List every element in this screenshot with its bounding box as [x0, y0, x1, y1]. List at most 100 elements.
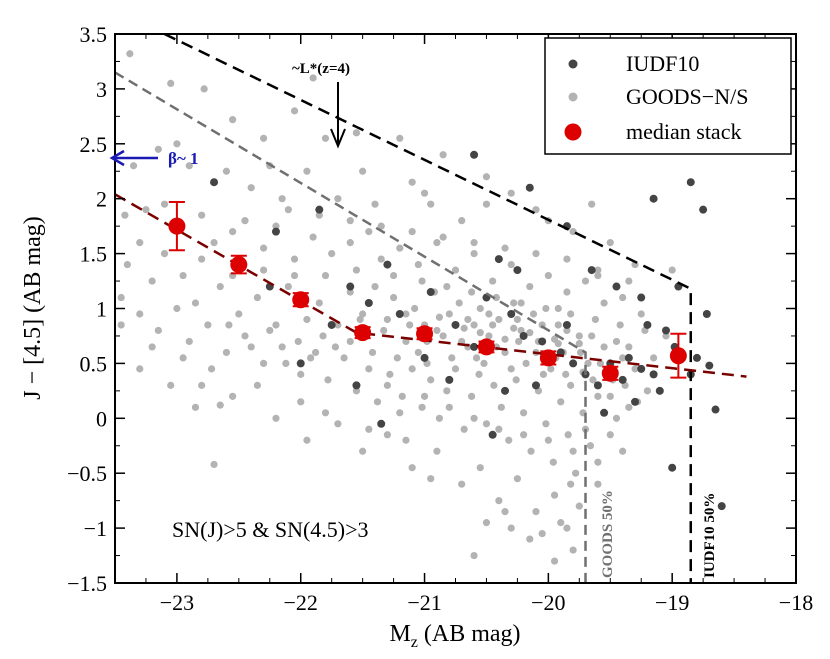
goods-point [513, 315, 522, 324]
goods-point [129, 162, 138, 170]
iudf10-point [327, 320, 336, 329]
goods-point [297, 398, 305, 406]
legend: IUDF10 GOODS−N/S median stack [544, 37, 792, 155]
goods-point [572, 469, 580, 477]
goods-point [631, 365, 639, 373]
x-axis-title: Mz (AB mag) [389, 621, 520, 651]
y-axis-title: J − [4.5] (AB mag) [20, 216, 46, 400]
iudf10-point [352, 381, 361, 390]
iudf10-point [637, 293, 646, 302]
goods-point [284, 282, 292, 291]
goods-point [173, 304, 181, 313]
goods-point [179, 271, 187, 280]
goods-point [563, 255, 571, 263]
iudf10-point [445, 375, 454, 384]
goods-point [489, 277, 497, 285]
goods-point [352, 129, 361, 137]
goods-point [414, 260, 422, 269]
goods-point [418, 403, 426, 411]
goods-point [346, 288, 354, 296]
goods-point [485, 332, 493, 340]
goods-point [567, 381, 575, 389]
goods-point [389, 293, 398, 302]
iudf10-point [519, 331, 528, 340]
goods-point [507, 260, 515, 269]
lstar-limit-line [163, 34, 693, 583]
goods-point [538, 529, 546, 538]
goods-point [225, 321, 233, 329]
goods-point [173, 140, 181, 148]
goods-point [497, 403, 505, 411]
goods-point [562, 370, 570, 378]
median-stack-point [292, 291, 310, 309]
goods-point [359, 167, 367, 175]
goods-point [235, 310, 243, 318]
goods-point [550, 491, 559, 499]
goods-point [460, 324, 468, 332]
goods-point [439, 233, 447, 241]
goods-point [507, 189, 515, 197]
goods-point [492, 293, 500, 302]
goods-point [549, 458, 557, 466]
y-tick-label: −1 [84, 516, 107, 541]
goods-point [154, 326, 162, 335]
goods-point [443, 282, 451, 291]
iudf10-point [587, 266, 596, 275]
iudf10-point [717, 502, 726, 511]
goods-point [191, 403, 200, 411]
goods-point [408, 464, 416, 472]
goods-point [435, 414, 444, 422]
goods-point [402, 310, 410, 318]
goods-point [470, 321, 478, 329]
goods-point [229, 228, 237, 236]
goods-point [532, 250, 540, 258]
legend-label-iudf10: IUDF10 [626, 51, 699, 76]
goods-point [476, 304, 484, 313]
iudf10-point [692, 353, 701, 362]
goods-point [406, 321, 414, 329]
goods-point [550, 557, 559, 565]
iudf10-point [531, 381, 540, 390]
goods-point [576, 348, 585, 357]
lstar-annotation: ~L*(z=4) [292, 61, 350, 77]
iudf10-point [513, 266, 522, 275]
median-marker [230, 256, 248, 274]
goods-point [346, 217, 354, 225]
goods-point [324, 376, 332, 384]
goods-point [154, 145, 162, 153]
goods-point [185, 337, 193, 346]
iudf10-point [618, 375, 627, 384]
goods-points [117, 50, 676, 565]
goods-point [544, 271, 552, 280]
iudf10-point [655, 386, 664, 395]
iudf10-point [702, 309, 711, 318]
median-marker [477, 338, 495, 356]
goods-point [433, 326, 441, 335]
goods-point [272, 222, 280, 230]
goods-point [185, 162, 193, 170]
goods-point [210, 460, 218, 469]
goods-point [121, 211, 129, 219]
goods-point [377, 222, 385, 230]
goods-limit-line [115, 71, 587, 583]
iudf10-completeness-label: IUDF10 50% [702, 493, 718, 578]
goods-point [460, 425, 468, 433]
goods-point [216, 282, 224, 291]
goods-point [612, 414, 621, 422]
goods-point [167, 381, 175, 389]
goods-point [594, 392, 602, 400]
goods-point [216, 401, 224, 409]
goods-point [588, 200, 596, 208]
goods-point [126, 50, 134, 58]
goods-point [365, 365, 373, 373]
goods-point [547, 365, 555, 373]
goods-point [365, 228, 373, 236]
goods-point [567, 310, 575, 318]
goods-point [439, 332, 447, 340]
median-stack-point [354, 324, 372, 342]
y-tick-label: 1 [96, 297, 107, 322]
iudf10-point [705, 361, 714, 370]
goods-completeness-label: GOODS 50% [600, 490, 616, 578]
goods-point [222, 348, 231, 357]
goods-point [377, 255, 385, 263]
